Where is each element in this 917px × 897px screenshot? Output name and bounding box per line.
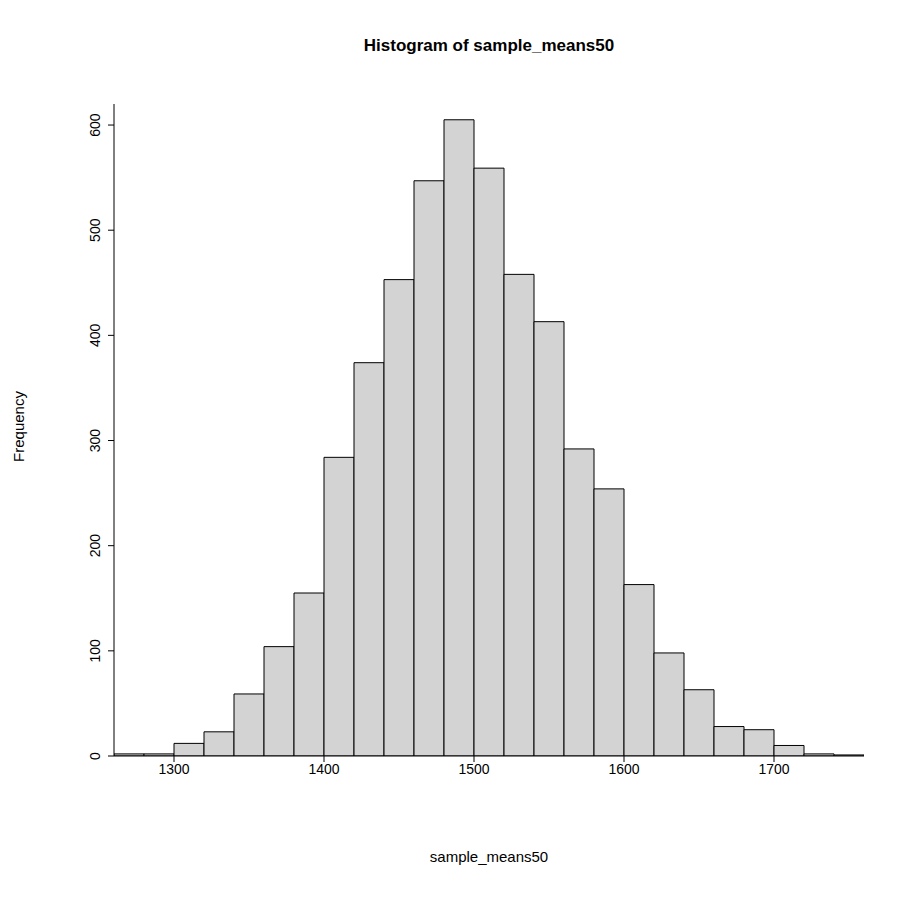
svg-text:100: 100 xyxy=(87,639,103,663)
svg-text:1600: 1600 xyxy=(608,761,639,777)
svg-text:1500: 1500 xyxy=(458,761,489,777)
html-text:sample_means50: sample_means50 xyxy=(429,848,549,865)
svg-text:0: 0 xyxy=(87,752,103,760)
svg-text:1300: 1300 xyxy=(158,761,189,777)
svg-text:400: 400 xyxy=(87,323,103,347)
html-text:Frequency: Frequency xyxy=(9,391,27,462)
svg-text:500: 500 xyxy=(87,218,103,242)
svg-text:1400: 1400 xyxy=(308,761,339,777)
svg-text:200: 200 xyxy=(87,534,103,558)
svg-text:600: 600 xyxy=(87,113,103,137)
svg-text:1700: 1700 xyxy=(758,761,789,777)
html-text:Histogram of sample_means50: Histogram of sample_means50 xyxy=(363,36,615,55)
svg-text:300: 300 xyxy=(87,429,103,453)
